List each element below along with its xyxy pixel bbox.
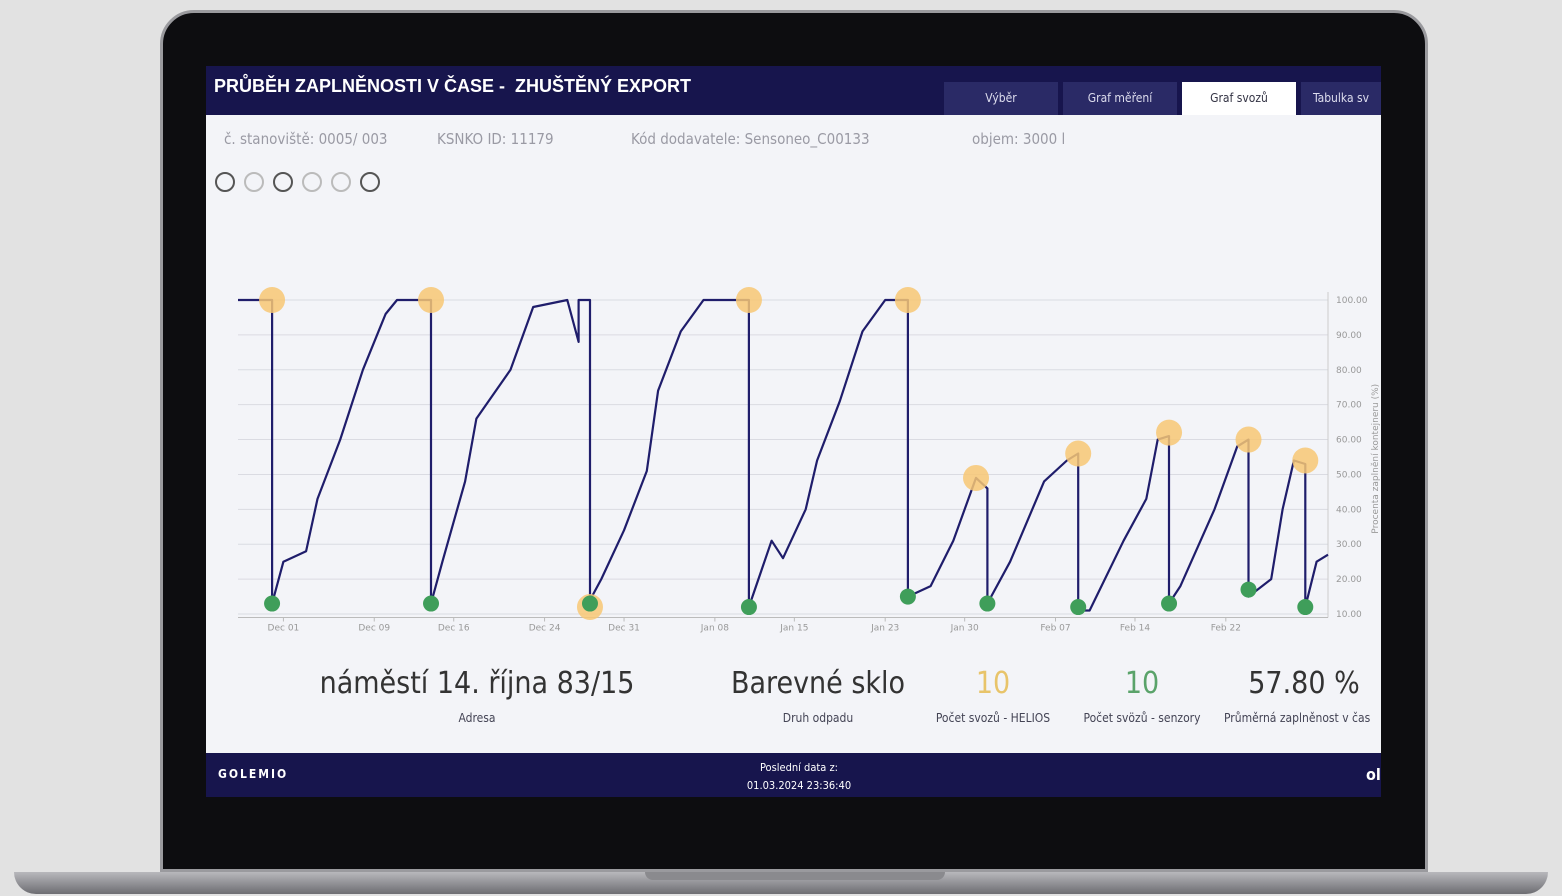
x-tick-label: Jan 15 bbox=[779, 624, 808, 634]
next-button[interactable] bbox=[331, 172, 351, 192]
x-tick-label: Feb 14 bbox=[1120, 624, 1151, 634]
sensor-pickup bbox=[899, 588, 916, 605]
end-button[interactable] bbox=[360, 172, 380, 192]
y-tick-label: 20.00 bbox=[1336, 575, 1362, 585]
helios-pickup bbox=[735, 287, 762, 313]
title: PRŮBĚH ZAPLNĚNOSTI V ČASE - ZHUŠTĚNÝ EXP… bbox=[214, 76, 692, 96]
stat-label: Průměrná zaplněnost v čas bbox=[1224, 711, 1371, 725]
info-field: Kód dodavatele: Sensoneo_C00133 bbox=[631, 130, 870, 148]
sensor-pickup bbox=[423, 595, 440, 612]
last-data-label: Poslední data z: bbox=[759, 761, 839, 774]
y-tick-label: 60.00 bbox=[1336, 436, 1362, 446]
sensor-pickup bbox=[1161, 595, 1178, 612]
x-tick-label: Dec 16 bbox=[438, 624, 470, 634]
x-tick-label: Dec 01 bbox=[268, 624, 300, 634]
x-tick-label: Dec 31 bbox=[608, 624, 640, 634]
stat-label: Druh odpadu bbox=[782, 711, 854, 725]
tab[interactable]: Výběr bbox=[944, 82, 1058, 115]
sensor-pickup bbox=[1070, 599, 1087, 616]
y-tick-label: 40.00 bbox=[1336, 505, 1362, 515]
y-tick-label: 30.00 bbox=[1336, 540, 1362, 550]
info-field: č. stanoviště: 0005/ 003 bbox=[224, 130, 388, 148]
info-field: KSNKO ID: 11179 bbox=[437, 130, 554, 148]
stat-value: 57.80 % bbox=[1248, 666, 1360, 701]
chart: 10.00 20.00 30.00 40.00 50.00 60.00 70.00 80.00… bbox=[238, 287, 1381, 634]
helios-pickup bbox=[1156, 419, 1183, 446]
stat-label: Počet svozů - HELIOS bbox=[935, 711, 1051, 725]
sensor-pickup bbox=[1297, 599, 1314, 616]
stat-value: 10 bbox=[975, 666, 1011, 701]
helios-pickup bbox=[1065, 440, 1092, 467]
x-tick-label: Feb 07 bbox=[1040, 624, 1070, 634]
pause-button[interactable] bbox=[244, 172, 264, 192]
footer: GOLEMIO Poslední data z: 01.03.2024 23:3… bbox=[206, 753, 1381, 797]
y-tick-label: 70.00 bbox=[1336, 401, 1362, 411]
stat-label: Adresa bbox=[458, 711, 496, 725]
stat-value: 10 bbox=[1124, 666, 1160, 701]
sensor-pickup bbox=[979, 595, 996, 612]
laptop-base bbox=[14, 872, 1548, 894]
footer-right: ol bbox=[1366, 765, 1381, 784]
prev-button[interactable] bbox=[302, 172, 322, 192]
x-tick-label: Dec 24 bbox=[529, 624, 561, 634]
tab[interactable]: Graf měření bbox=[1063, 82, 1177, 115]
logo: GOLEMIO bbox=[218, 767, 289, 781]
last-data: 01.03.2024 23:36:40 bbox=[746, 779, 852, 792]
play-button[interactable] bbox=[215, 172, 235, 192]
x-tick-label: Feb 22 bbox=[1211, 624, 1241, 634]
helios-pickup bbox=[1235, 426, 1262, 453]
sensor-pickup bbox=[581, 595, 598, 612]
x-tick-label: Dec 09 bbox=[358, 624, 390, 634]
y-tick-label: 80.00 bbox=[1336, 366, 1362, 376]
info-field: objem: 3000 l bbox=[972, 130, 1066, 148]
x-tick-label: Jan 23 bbox=[870, 624, 899, 634]
y-axis-label: Procenta zaplnění kontejneru (%) bbox=[1371, 384, 1381, 534]
sensor-pickup bbox=[1240, 581, 1257, 598]
stat-label: Počet svözů - senzory bbox=[1083, 711, 1201, 725]
screen: PRŮBĚH ZAPLNĚNOSTI V ČASE - ZHUŠTĚNÝ EXP… bbox=[206, 66, 1381, 797]
header: PRŮBĚH ZAPLNĚNOSTI V ČASE - ZHUŠTĚNÝ EXP… bbox=[206, 66, 1381, 115]
x-tick-label: Jan 08 bbox=[700, 624, 729, 634]
y-tick-label: 50.00 bbox=[1336, 470, 1362, 480]
tab-active[interactable]: Graf svozů bbox=[1182, 82, 1296, 115]
tab[interactable]: Tabulka sv bbox=[1301, 82, 1381, 115]
helios-pickup bbox=[894, 287, 921, 313]
helios-pickup bbox=[418, 287, 445, 313]
y-tick-label: 100.00 bbox=[1336, 296, 1368, 306]
helios-pickup bbox=[963, 464, 990, 491]
stat-value: náměstí 14. října 83/15 bbox=[319, 666, 635, 701]
y-tick-label: 90.00 bbox=[1336, 331, 1362, 341]
helios-pickup bbox=[259, 287, 286, 313]
stop-button[interactable] bbox=[273, 172, 293, 192]
sensor-pickup bbox=[264, 595, 281, 612]
laptop-notch bbox=[645, 872, 945, 880]
x-tick-label: Jan 30 bbox=[950, 624, 979, 634]
fill-line bbox=[238, 298, 1329, 612]
sensor-pickup bbox=[740, 599, 757, 616]
y-tick-label: 10.00 bbox=[1336, 610, 1362, 620]
stat-value: Barevné sklo bbox=[730, 666, 906, 701]
helios-pickup bbox=[1292, 447, 1319, 474]
